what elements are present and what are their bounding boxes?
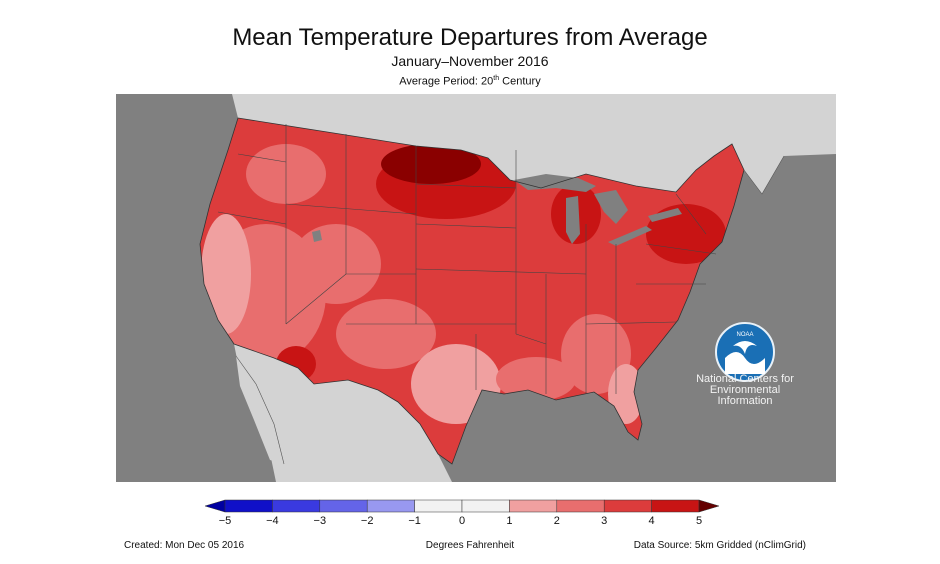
legend-tick-label: −3 — [313, 515, 327, 527]
map-title: Mean Temperature Departures from Average — [232, 24, 708, 51]
created-date: Created: Mon Dec 05 2016 — [124, 540, 245, 551]
lake-superior — [514, 174, 596, 192]
legend-unit-label: Degrees Fahrenheit — [425, 540, 515, 551]
legend-tick-label: −5 — [218, 515, 232, 527]
temperature-map — [116, 94, 836, 482]
colorbar-under-arrow — [204, 499, 226, 513]
colorbar-blocks — [204, 499, 720, 513]
ncei-line-2: Environmental — [709, 384, 781, 396]
country-borders — [235, 155, 785, 465]
legend-tick-label: 4 — [648, 515, 655, 527]
colorbar-block — [366, 499, 415, 513]
state-boundaries — [217, 124, 717, 394]
canada-landmass — [232, 94, 836, 194]
legend-tick-label: −4 — [266, 515, 279, 527]
colorbar-block — [556, 499, 605, 513]
average-period-label: Average Period: 20th Century — [0, 75, 940, 88]
noaa-logo-icon: NOAA — [715, 322, 775, 382]
legend-tick-label: 2 — [553, 515, 560, 527]
average-period-sup: th — [493, 75, 500, 82]
legend-tick-labels: −5 −4 −3 −2 −1 0 1 2 3 4 5 — [0, 515, 940, 529]
lake-ontario — [648, 208, 682, 222]
colorbar-block — [461, 499, 510, 513]
colorbar-block — [319, 499, 368, 513]
map-svg — [199, 94, 836, 482]
map-subtitle: January–November 2016 — [391, 53, 549, 69]
us-outline — [199, 117, 745, 465]
noaa-logo-text: NOAA — [736, 332, 753, 338]
colorbar-block — [272, 499, 321, 513]
great-salt-lake — [312, 230, 322, 242]
lake-michigan — [566, 196, 580, 244]
noaa-seal-graphic: NOAA — [718, 325, 772, 379]
legend-tick-label: 1 — [506, 515, 513, 527]
lake-huron — [594, 190, 628, 224]
mexico-landmass — [234, 344, 452, 482]
lake-erie — [608, 226, 652, 246]
colorbar-block — [651, 499, 700, 513]
colorbar-over-arrow — [698, 499, 720, 513]
ncei-name: National Centers for Environmental Infor… — [690, 374, 800, 407]
ncei-line-3: Information — [717, 395, 773, 407]
legend-tick-label: −1 — [408, 515, 421, 527]
legend-tick-label: 3 — [601, 515, 608, 527]
colorbar-block — [414, 499, 463, 513]
legend-tick-label: 0 — [458, 515, 466, 527]
average-period-suffix: Century — [499, 75, 541, 88]
baja-peninsula — [236, 356, 284, 464]
legend-tick-label: 5 — [695, 515, 703, 527]
legend-tick-label: −2 — [360, 515, 374, 527]
legend-colorbar — [204, 499, 720, 513]
ncei-line-1: National Centers for — [696, 373, 794, 385]
average-period-prefix: Average Period: 20 — [399, 75, 494, 88]
data-source: Data Source: 5km Gridded (nClimGrid) — [633, 540, 806, 551]
noaa-branding: NOAA National Centers for Environmental … — [690, 322, 810, 407]
colorbar-block — [224, 499, 273, 513]
colorbar-block — [509, 499, 558, 513]
colorbar-block — [603, 499, 652, 513]
